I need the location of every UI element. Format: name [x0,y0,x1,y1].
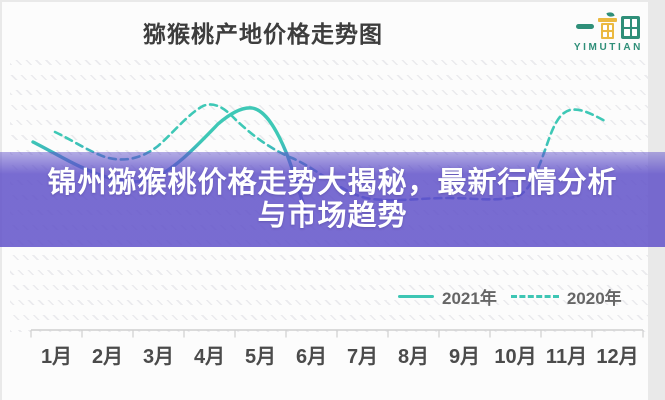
legend-label: 2021年 [442,289,497,308]
headline-line-2: 与市场趋势 [257,199,408,232]
x-axis-label: 8月 [397,346,430,368]
x-axis-label: 9月 [448,346,481,368]
x-axis-labels: 1月 2月 3月 4月 5月 6月 7月 8月 9月 10月 11月 12月 [31,340,643,368]
logo-subtitle: YIMUTIAN [573,42,643,53]
x-axis-label: 1月 [40,346,73,368]
x-axis-label: 7月 [346,346,379,368]
x-axis-label: 11月 [545,346,588,368]
page-title: 猕猴桃产地价格走势图 [143,21,383,47]
dashed-line-swatch-icon [510,295,559,298]
x-axis-label: 3月 [142,346,175,368]
legend-item-2021[interactable]: 2021年 [398,284,497,309]
x-axis-label: 2月 [91,346,124,368]
x-axis-label: 10月 [494,346,537,368]
chart-legend: 2021年 2020年 [398,288,622,308]
x-axis-label: 12月 [596,346,639,368]
solid-line-swatch-icon [398,294,434,299]
logo-stroke-tian-icon [621,16,641,39]
x-axis-label: 6月 [295,346,328,368]
legend-label: 2020年 [566,289,622,308]
yimutian-logo: YIMUTIAN [574,11,643,53]
logo-stroke-yi-icon [576,24,595,29]
yimutian-logo-icon [574,11,643,39]
headline-line-1: 锦州猕猴桃价格走势大揭秘，最新行情分析 [47,166,618,199]
leaf-icon [606,11,616,18]
x-axis-label: 5月 [244,346,277,368]
axis-ticks [30,330,644,338]
x-axis-label: 4月 [193,346,226,368]
headline-overlay: 锦州猕猴桃价格走势大揭秘，最新行情分析 与市场趋势 [0,152,665,247]
logo-stroke-mu-icon [598,11,618,39]
legend-item-2020[interactable]: 2020年 [510,284,622,309]
